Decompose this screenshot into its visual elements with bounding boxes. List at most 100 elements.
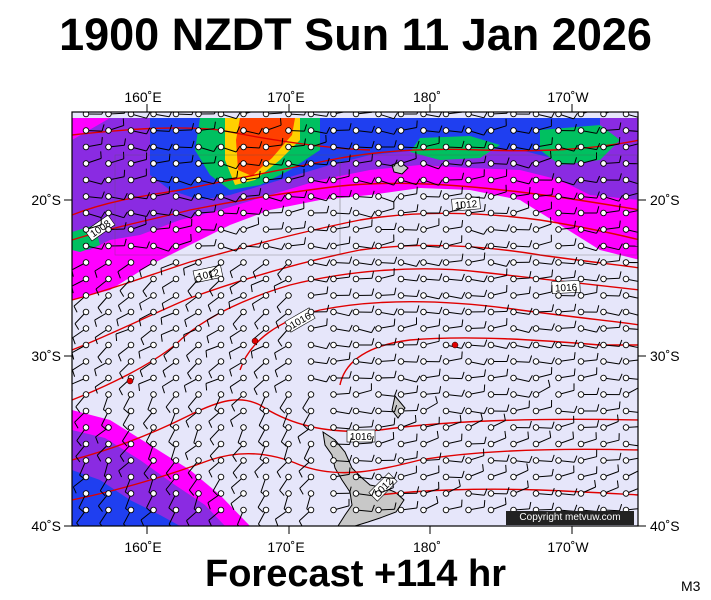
wind-barb-feather: [326, 375, 331, 383]
wind-station: [510, 176, 517, 184]
wind-barb-feather: [183, 268, 185, 276]
wind-station: [330, 374, 337, 382]
wind-station: [172, 209, 180, 217]
wind-station: [172, 457, 180, 464]
wind-barb-feather: [642, 323, 644, 330]
wind-station: [622, 226, 630, 233]
wind-station: [127, 308, 135, 316]
wind-barb-feather: [276, 471, 282, 479]
wind-barb-feather: [229, 271, 233, 279]
wind-station: [532, 308, 540, 316]
wind-station: [262, 193, 270, 200]
wind-barb-feather: [207, 502, 211, 510]
wind-barb-feather: [169, 124, 173, 132]
wind-barb-feather: [484, 339, 488, 347]
wind-barb-feather: [297, 436, 301, 444]
wind-barb-feather: [146, 127, 151, 135]
wind-barb-feather: [551, 421, 555, 429]
wind-barb-feather: [349, 189, 352, 197]
wind-station: [532, 176, 540, 184]
wind-station: [240, 325, 247, 332]
wind-barb-feather: [529, 501, 532, 509]
wind-station: [262, 275, 270, 283]
wind-barb-feather: [438, 179, 443, 186]
wind-barb-feather: [484, 289, 488, 297]
wind-barb-feather: [190, 212, 196, 219]
wind-station: [105, 490, 112, 497]
wind-station: [532, 160, 540, 167]
wind-barb-feather: [573, 368, 576, 376]
wind-barb-feather: [118, 388, 123, 396]
wind-station: [375, 226, 382, 233]
wind-station: [532, 457, 540, 464]
wind-barb-feather: [326, 342, 331, 349]
wind-station: [375, 424, 382, 431]
wind-barb-feather: [416, 289, 420, 297]
wind-barb-feather: [184, 319, 188, 328]
wind-station: [330, 112, 337, 118]
wind-barb-feather: [528, 161, 533, 169]
wind-barb-feather: [438, 259, 443, 266]
wind-barb-feather: [124, 238, 127, 246]
wind-station: [150, 242, 157, 250]
wind-station: [262, 292, 270, 299]
wind-barb-feather: [186, 355, 191, 363]
wind-barb-feather: [281, 221, 284, 230]
wind-station: [307, 490, 315, 497]
wind-station: [150, 440, 157, 448]
wind-barb-feather: [506, 157, 510, 165]
wind-station: [82, 127, 90, 134]
wind-station: [622, 308, 630, 316]
wind-barb-feather: [349, 207, 353, 215]
wind-station: [240, 473, 247, 481]
wind-station: [397, 374, 405, 382]
wind-barb-feather: [574, 320, 577, 328]
wind-barb-feather: [75, 456, 81, 463]
wind-station: [240, 209, 247, 217]
wind-station: [555, 259, 562, 266]
wind-barb-feather: [572, 431, 574, 439]
wind-station: [375, 374, 382, 382]
wind-station: [600, 209, 607, 217]
wind-station: [600, 391, 607, 398]
wind-barb-feather: [371, 288, 375, 296]
wind-barb-feather: [371, 371, 375, 379]
wind-station: [105, 506, 112, 514]
wind-station: [487, 440, 495, 448]
wind-barb-feather: [168, 507, 175, 513]
wind-station: [532, 407, 540, 415]
wind-station: [262, 341, 270, 349]
wind-barb-feather: [161, 386, 165, 394]
wind-station: [555, 143, 562, 151]
wind-station: [465, 308, 472, 316]
wind-station: [577, 341, 585, 349]
wind-station: [352, 242, 360, 250]
wind-station: [240, 424, 247, 431]
wind-barb-feather: [574, 289, 577, 297]
wind-barb-feather: [573, 303, 577, 311]
wind-barb-feather: [527, 480, 529, 488]
wind-station: [262, 259, 270, 266]
wind-station: [240, 127, 247, 134]
wind-barb-feather: [168, 524, 172, 526]
wind-barb-feather: [439, 206, 442, 214]
wind-station: [150, 259, 157, 266]
wind-station: [555, 160, 562, 167]
wind-station: [195, 209, 202, 217]
wind-station: [82, 407, 90, 415]
wind-station: [532, 292, 540, 299]
wind-barb-feather: [326, 242, 331, 250]
wind-station: [510, 424, 517, 431]
wind-station: [330, 242, 337, 250]
wind-barb-feather: [393, 159, 398, 167]
wind-station: [622, 391, 630, 398]
wind-barb-feather: [213, 121, 216, 129]
wind-station: [127, 457, 135, 464]
wind-station: [487, 209, 495, 217]
wind-station: [217, 325, 225, 332]
wind-barb-feather: [138, 383, 140, 391]
wind-station: [330, 292, 337, 299]
wind-barb-feather: [416, 501, 419, 509]
wind-barb-feather: [528, 286, 531, 294]
wind-barb-feather: [483, 488, 488, 496]
